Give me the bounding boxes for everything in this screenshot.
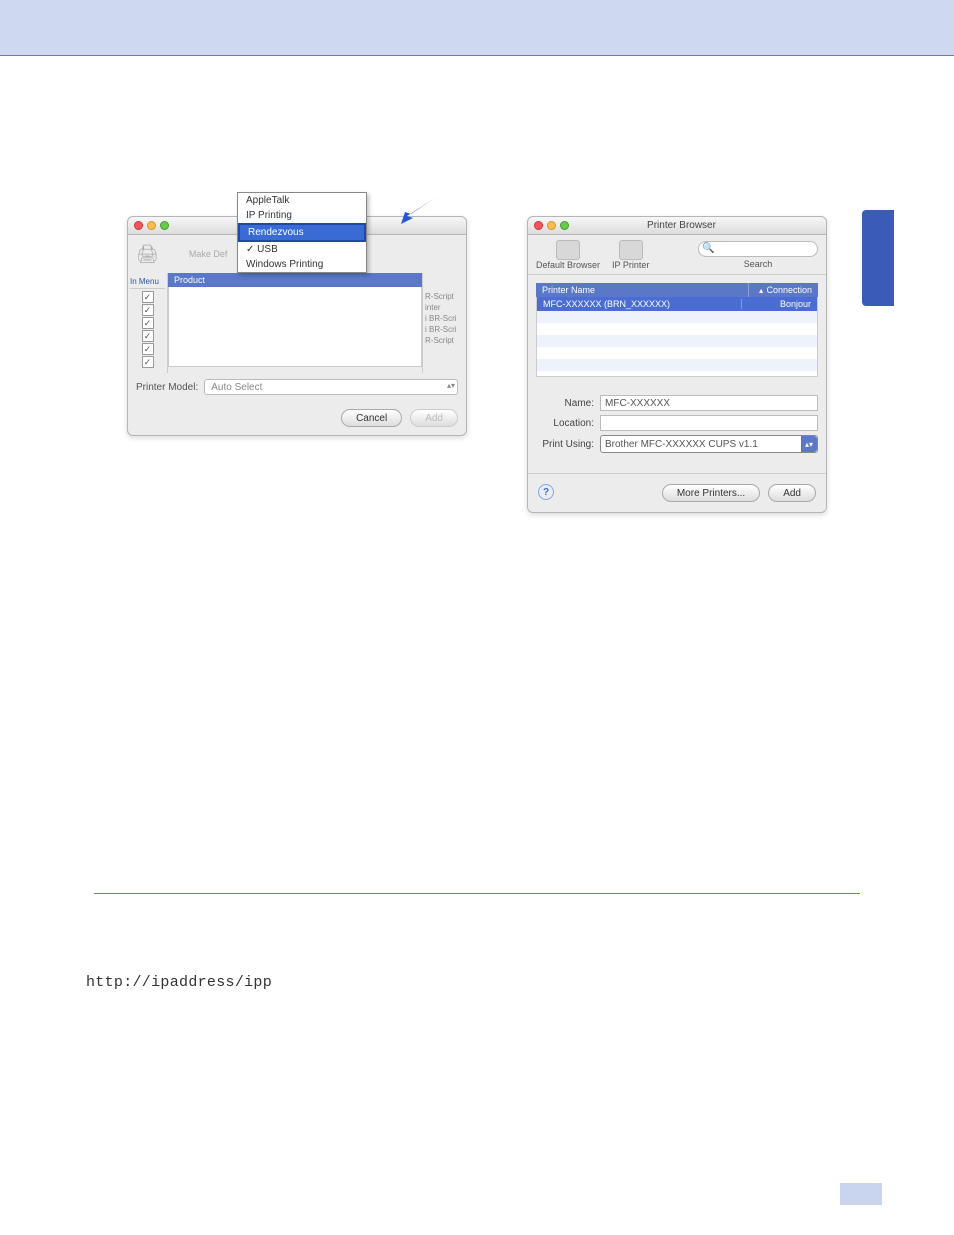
list-header: Printer Name ▲ Connection [536, 283, 818, 297]
printer-model-row: Printer Model: Auto Select ▴▾ [128, 373, 466, 401]
dropdown-item[interactable]: IP Printing [238, 208, 366, 223]
header-band [0, 0, 954, 56]
snippet: R-Script [425, 335, 464, 346]
printer-browser-window: Printer Browser Default Browser IP Print… [527, 216, 827, 513]
connection-dropdown[interactable]: AppleTalk IP Printing Rendezvous USB Win… [237, 192, 367, 273]
name-field[interactable]: MFC-XXXXXX [600, 395, 818, 411]
print-using-label: Print Using: [536, 439, 600, 450]
search-input[interactable] [698, 241, 818, 257]
list-row [537, 311, 817, 323]
chapter-side-tab [862, 210, 894, 306]
close-icon[interactable] [134, 221, 143, 230]
ip-printer-icon [619, 240, 643, 260]
left-columns: In Menu Product R-Script inte [128, 273, 466, 373]
printer-model-select[interactable]: Auto Select ▴▾ [204, 379, 458, 395]
print-using-select[interactable]: Brother MFC-XXXXXX CUPS v1.1 ▴▾ [600, 435, 818, 453]
footer: ? More Printers... Add [528, 473, 826, 512]
page-number-box [840, 1183, 882, 1205]
callout-arrow-icon [395, 198, 435, 227]
row-printer-name: MFC-XXXXXX (BRN_XXXXXX) [543, 299, 741, 309]
row-checkbox[interactable] [142, 356, 154, 368]
search-area: 🔍 Search [661, 241, 818, 269]
page-content: AppleTalk IP Printing Rendezvous USB Win… [0, 56, 954, 991]
row-connection: Bonjour [741, 299, 811, 309]
list-row [537, 359, 817, 371]
snippet: i BR-Scri [425, 324, 464, 335]
print-using-row: Print Using: Brother MFC-XXXXXX CUPS v1.… [536, 435, 818, 453]
chevron-updown-icon: ▴▾ [801, 436, 817, 452]
url-line: http://ipaddress/ipp [86, 974, 874, 991]
name-value: MFC-XXXXXX [605, 398, 670, 409]
name-row: Name: MFC-XXXXXX [536, 395, 818, 411]
location-label: Location: [536, 418, 600, 429]
snippet: inter [425, 302, 464, 313]
list-row [537, 335, 817, 347]
product-header: Product [168, 273, 422, 287]
make-default-label: Make Def [189, 249, 228, 259]
location-field[interactable] [600, 415, 818, 431]
dropdown-item[interactable]: Windows Printing [238, 257, 366, 272]
product-column: Product [168, 273, 422, 373]
in-menu-header: In Menu [130, 277, 159, 286]
row-checkbox[interactable] [142, 330, 154, 342]
help-button[interactable]: ? [538, 484, 554, 500]
printer-model-label: Printer Model: [136, 382, 198, 393]
add-button[interactable]: Add [768, 484, 816, 502]
left-footer: Cancel Add [128, 401, 466, 435]
left-osx-window: AppleTalk IP Printing Rendezvous USB Win… [127, 216, 467, 513]
toolbar: Default Browser IP Printer 🔍 Search [528, 235, 826, 275]
in-menu-column: In Menu [128, 273, 168, 373]
section-divider [94, 893, 860, 894]
printer-list-area: Printer Name ▲ Connection MFC-XXXXXX (BR… [528, 275, 826, 465]
location-row: Location: [536, 415, 818, 431]
name-label: Name: [536, 398, 600, 409]
ip-printer-button[interactable]: IP Printer [612, 240, 649, 270]
window-title: Printer Browser [543, 220, 820, 231]
row-checkbox[interactable] [142, 343, 154, 355]
dropdown-item[interactable]: AppleTalk [238, 193, 366, 208]
printer-model-value: Auto Select [211, 382, 262, 393]
col-connection[interactable]: Connection [766, 285, 812, 295]
more-printers-button[interactable]: More Printers... [662, 484, 760, 502]
cancel-button[interactable]: Cancel [341, 409, 402, 427]
default-browser-button[interactable]: Default Browser [536, 240, 600, 270]
list-row-selected[interactable]: MFC-XXXXXX (BRN_XXXXXX) Bonjour [537, 297, 817, 311]
row-checkbox[interactable] [142, 304, 154, 316]
right-snippet-column: R-Script inter i BR-Scri i BR-Scri R-Scr… [422, 273, 466, 373]
col-printer-name[interactable]: Printer Name [536, 283, 748, 297]
default-browser-label: Default Browser [536, 260, 600, 270]
product-list[interactable] [168, 287, 422, 367]
default-browser-icon [556, 240, 580, 260]
row-checkbox[interactable] [142, 317, 154, 329]
ip-printer-label: IP Printer [612, 260, 649, 270]
close-icon[interactable] [534, 221, 543, 230]
chevron-updown-icon: ▴▾ [447, 381, 455, 390]
printer-icon: 🖨 [136, 244, 159, 265]
zoom-icon[interactable] [160, 221, 169, 230]
add-button[interactable]: Add [410, 409, 458, 427]
snippet: R-Script [425, 291, 464, 302]
snippet: i BR-Scri [425, 313, 464, 324]
search-icon: 🔍 [702, 243, 714, 254]
printer-list[interactable]: MFC-XXXXXX (BRN_XXXXXX) Bonjour [536, 297, 818, 377]
titlebar: Printer Browser [528, 217, 826, 235]
screenshot-row: AppleTalk IP Printing Rendezvous USB Win… [80, 216, 874, 513]
dropdown-item-selected[interactable]: Rendezvous [238, 223, 366, 242]
print-using-value: Brother MFC-XXXXXX CUPS v1.1 [605, 439, 758, 450]
minimize-icon[interactable] [147, 221, 156, 230]
dropdown-item-checked[interactable]: USB [238, 242, 366, 257]
list-row [537, 323, 817, 335]
search-label: Search [744, 259, 773, 269]
row-checkbox[interactable] [142, 291, 154, 303]
list-row [537, 347, 817, 359]
